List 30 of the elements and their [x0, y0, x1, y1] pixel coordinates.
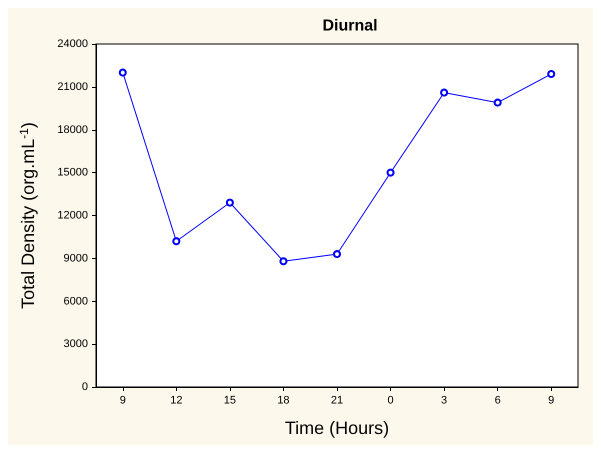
y-tick-label: 18000: [57, 124, 88, 136]
y-axis-title: Total Density (org.mL-1): [17, 122, 38, 309]
point: [118, 68, 127, 77]
point: [547, 70, 556, 78]
point: [226, 198, 234, 207]
x-tick-label: 9: [120, 394, 126, 406]
chart-title: Diurnal: [322, 18, 378, 34]
x-tick-label: 21: [330, 394, 344, 406]
x-tick-label: 3: [441, 394, 448, 406]
x-tick-label: 12: [170, 394, 182, 406]
y-tick-label: 15000: [57, 166, 88, 179]
y-tick-label: 6000: [64, 295, 88, 308]
x-tick-label: 6: [494, 394, 501, 406]
x-axis-title: Time (Hours): [284, 418, 390, 438]
point: [279, 257, 288, 266]
y-tick-label: 0: [82, 381, 88, 393]
point: [494, 98, 502, 107]
y-tick-label: 24000: [57, 38, 88, 50]
x-tick-label: 18: [277, 394, 290, 406]
point: [172, 237, 180, 246]
x-tick-label: 9: [548, 394, 554, 406]
y-tick-label: 3000: [64, 338, 88, 350]
x-tick-label: 0: [387, 394, 394, 406]
y-tick-label: 9000: [64, 252, 88, 264]
x-tick-label: 15: [224, 394, 236, 406]
point: [440, 88, 448, 97]
point: [386, 168, 395, 177]
point: [333, 250, 341, 258]
y-tick-label: 12000: [57, 210, 88, 222]
y-tick-label: 21000: [57, 80, 88, 93]
